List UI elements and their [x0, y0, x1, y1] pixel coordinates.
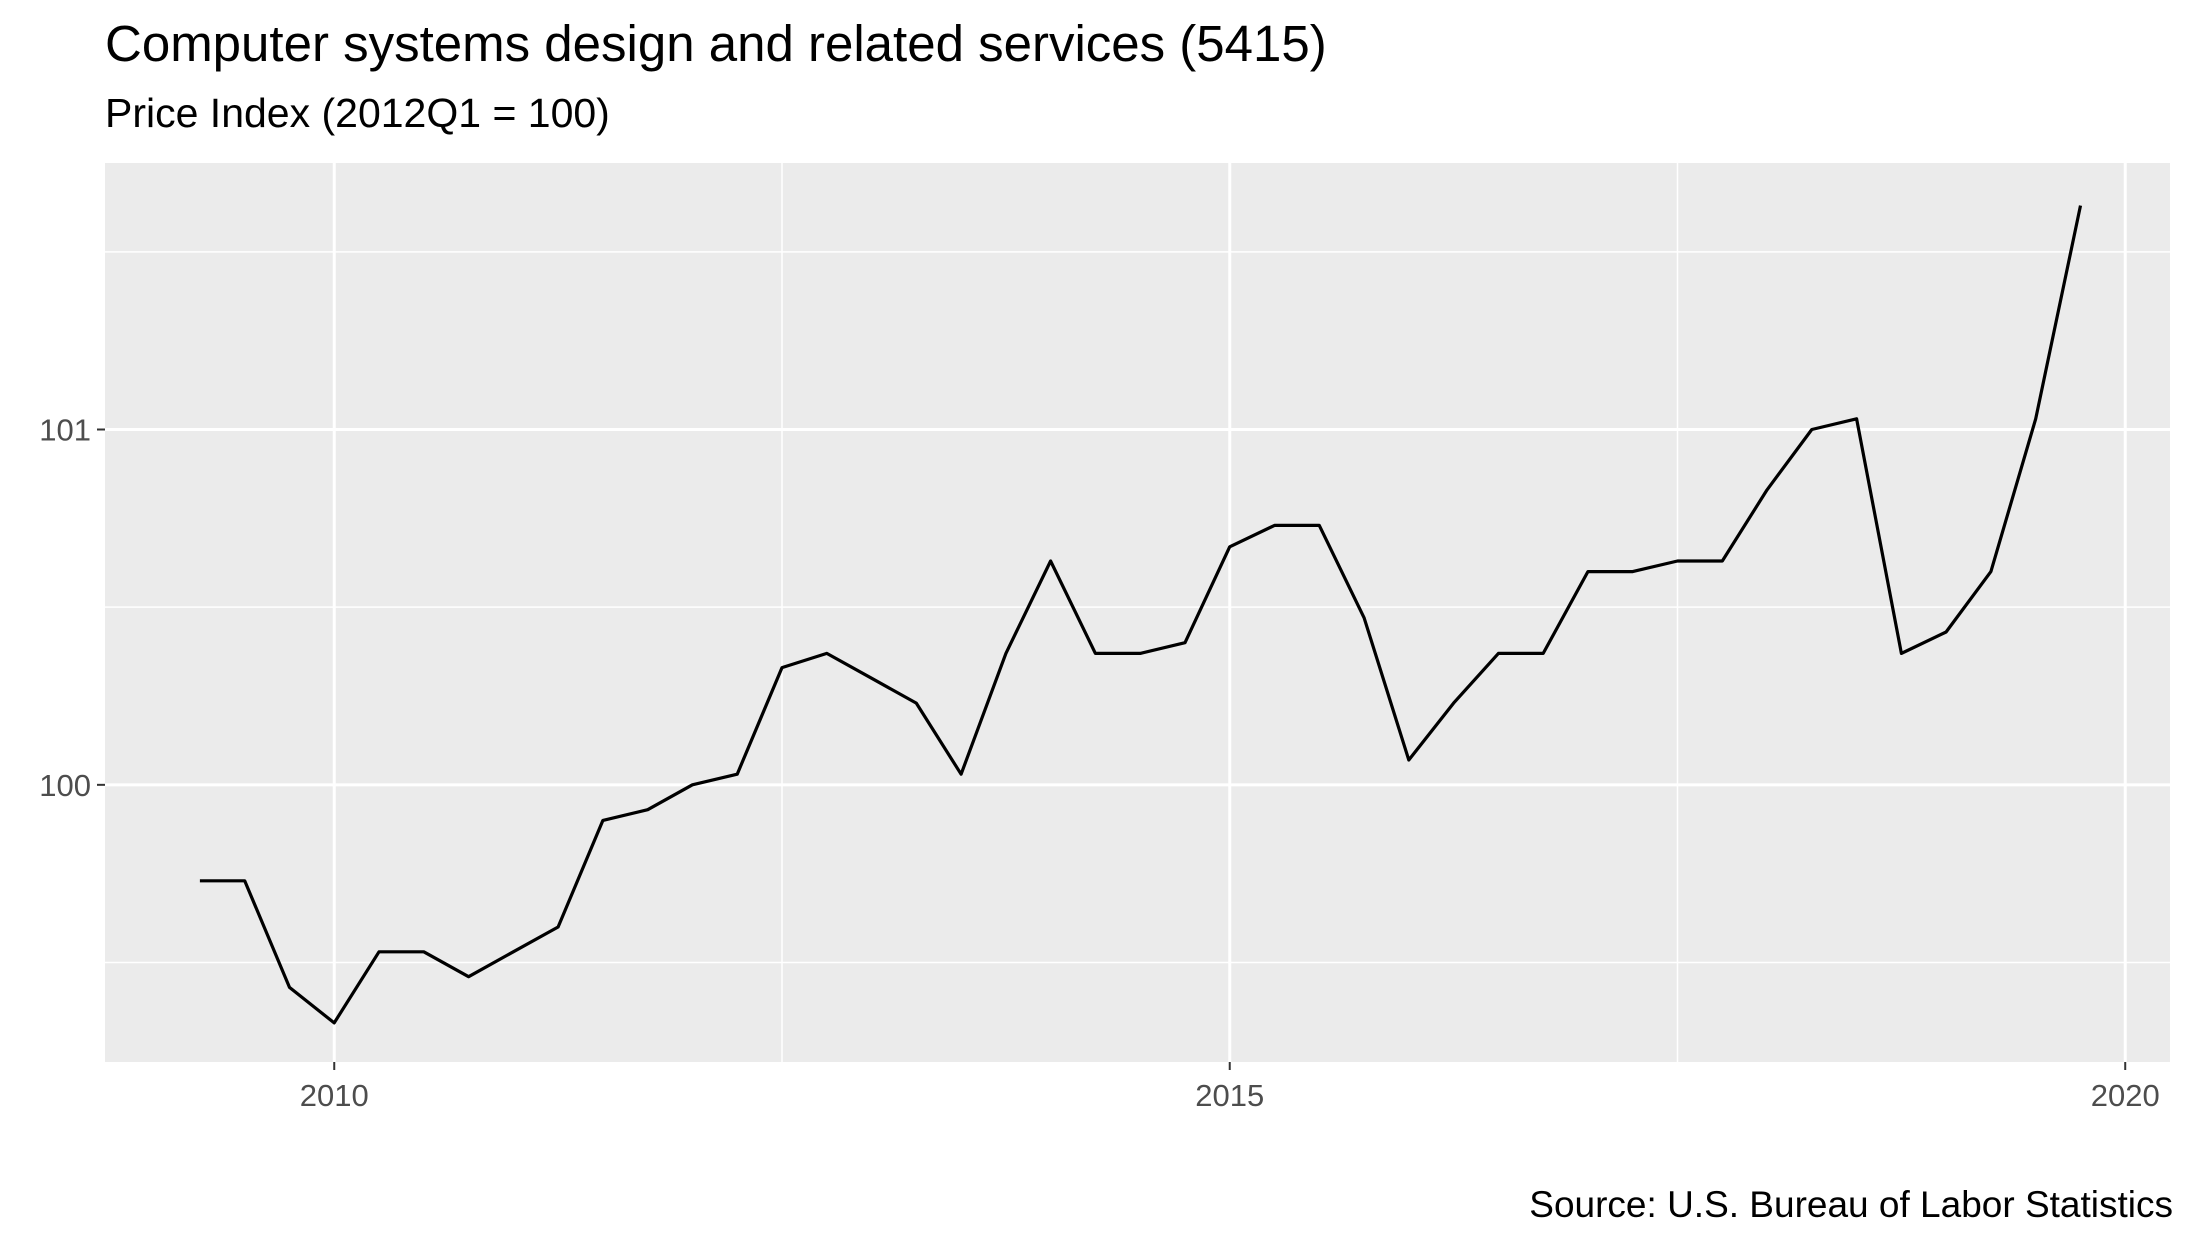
y-tick-label: 101 [39, 413, 91, 448]
chart-title: Computer systems design and related serv… [105, 15, 1327, 72]
minor-gridlines [105, 163, 2170, 1062]
axes: 2010 2015 2020 100 101 [39, 413, 2159, 1113]
chart-subtitle: Price Index (2012Q1 = 100) [105, 90, 610, 136]
y-tick-label: 100 [39, 768, 91, 803]
series-line [199, 205, 2083, 1025]
x-tick-label: 2015 [1195, 1078, 1264, 1113]
plot-panel [105, 163, 2170, 1062]
x-tick-label: 2010 [300, 1078, 369, 1113]
data-layer [199, 205, 2083, 1025]
chart-caption: Source: U.S. Bureau of Labor Statistics [1529, 1184, 2173, 1225]
x-tick-label: 2020 [2091, 1078, 2160, 1113]
major-gridlines [105, 163, 2170, 1062]
